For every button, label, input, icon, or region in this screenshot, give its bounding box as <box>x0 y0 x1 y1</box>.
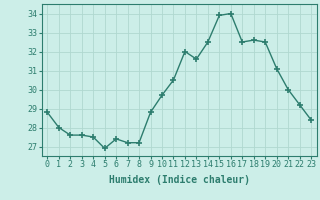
X-axis label: Humidex (Indice chaleur): Humidex (Indice chaleur) <box>109 175 250 185</box>
